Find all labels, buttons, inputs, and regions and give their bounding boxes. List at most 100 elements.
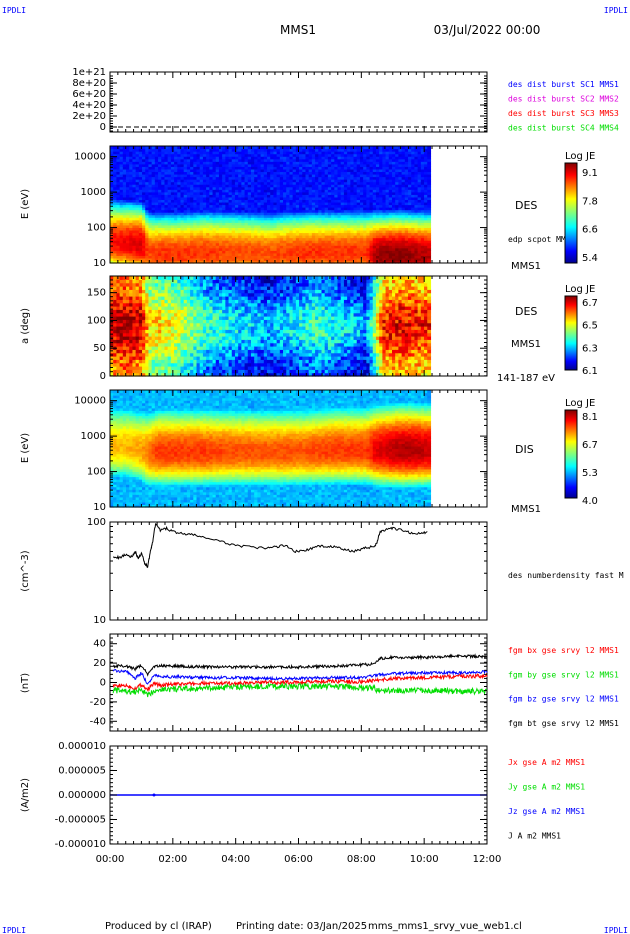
des-energy-cell [247,217,252,221]
des-energy-cell [199,219,204,223]
des-energy-cell [177,222,182,226]
des-energy-cell [283,232,287,236]
des-energy-cell [289,217,294,221]
des-energy-ytick-label: 1000 [81,187,106,198]
des-energy-cell [190,161,194,165]
des-energy-cell [110,217,114,221]
des-energy-cell [138,184,143,188]
des-energy-cell [247,184,252,188]
des-energy-cell [286,171,291,175]
des-energy-cell [283,257,287,262]
des-energy-cell [148,204,153,208]
des-energy-cell [209,222,214,226]
des-energy-cell [257,209,262,213]
des-energy-cell [190,151,194,155]
des-energy-cell [228,179,233,183]
des-energy-cell [218,168,223,173]
des-energy-cell [167,224,172,228]
des-energy-cell [218,171,223,175]
des-energy-cell [119,173,124,178]
des-energy-cell [231,214,236,218]
des-energy-cell [170,222,175,226]
des-energy-cell [158,257,162,262]
des-energy-cell [276,204,281,208]
des-energy-cell [199,153,204,157]
des-energy-cell [122,184,127,188]
des-energy-cell [279,212,284,216]
des-energy-cell [183,173,188,178]
des-energy-cell [238,242,242,246]
des-energy-cell [231,242,236,246]
des-energy-cell [135,199,140,203]
des-energy-cell [250,153,255,157]
des-energy-cell [119,191,124,195]
des-energy-cell [228,186,233,190]
des-energy-cell [167,214,172,218]
des-energy-cell [286,163,291,167]
des-energy-cell [180,217,185,221]
des-energy-cell [132,199,137,203]
des-energy-cell [247,191,252,195]
des-energy-cell [215,255,220,259]
des-energy-cell [138,224,143,228]
des-energy-cell [135,194,140,198]
des-energy-cell [119,146,124,150]
des-energy-cell [206,217,210,221]
des-energy-cell [228,232,233,236]
des-energy-cell [148,189,153,193]
des-energy-cell [142,191,146,195]
des-energy-cell [209,194,214,198]
des-energy-cell [247,242,252,246]
des-energy-cell [286,257,291,262]
des-energy-cell [212,179,217,183]
des-energy-cell [151,176,156,180]
des-energy-cell [218,242,223,246]
des-energy-cell [247,196,252,201]
des-energy-cell [126,227,130,231]
des-energy-cell [199,156,204,160]
des-energy-cell [167,153,172,157]
des-energy-cell [110,235,114,239]
des-energy-cell [206,163,210,167]
des-energy-cell [247,232,252,236]
des-energy-cell [270,179,275,183]
des-energy-cell [283,240,287,244]
des-energy-cell [167,247,172,251]
des-energy-cell [234,260,239,264]
des-energy-cell [170,227,175,231]
datetime-title: 03/Jul/2022 00:00 [434,23,541,37]
des-energy-cell [244,148,249,152]
des-energy-cell [238,199,242,203]
des-energy-cell [142,219,146,223]
des-energy-cell [286,191,291,195]
des-energy-cell [250,245,255,249]
des-energy-cell [145,199,150,203]
des-energy-cell [167,204,172,208]
des-energy-cell [241,156,246,160]
des-energy-cell [267,194,271,198]
des-energy-cell [154,163,159,167]
des-energy-cell [250,224,255,228]
des-energy-cell [279,148,284,152]
des-energy-cell [180,227,185,231]
des-energy-cell [218,217,223,221]
des-energy-cell [164,229,169,234]
des-energy-cell [132,148,137,152]
des-energy-cell [267,219,271,223]
des-energy-cell [276,242,281,246]
des-energy-cell [170,217,175,221]
des-energy-cell [215,156,220,160]
des-energy-cell [286,189,291,193]
des-energy-cell [209,217,214,221]
des-energy-cell [180,212,185,216]
des-energy-cell [154,229,159,234]
des-energy-cell [199,257,204,262]
burst-legend-item: des dist burst SC4 MMS4 [508,124,619,133]
des-energy-cell [186,191,191,195]
des-energy-cell [212,229,217,234]
des-energy-colorbar-title: Log JE [565,151,595,162]
des-energy-cell [113,204,118,208]
des-energy-cell [132,181,137,185]
des-energy-cell [289,232,294,236]
des-energy-cell [263,161,268,165]
